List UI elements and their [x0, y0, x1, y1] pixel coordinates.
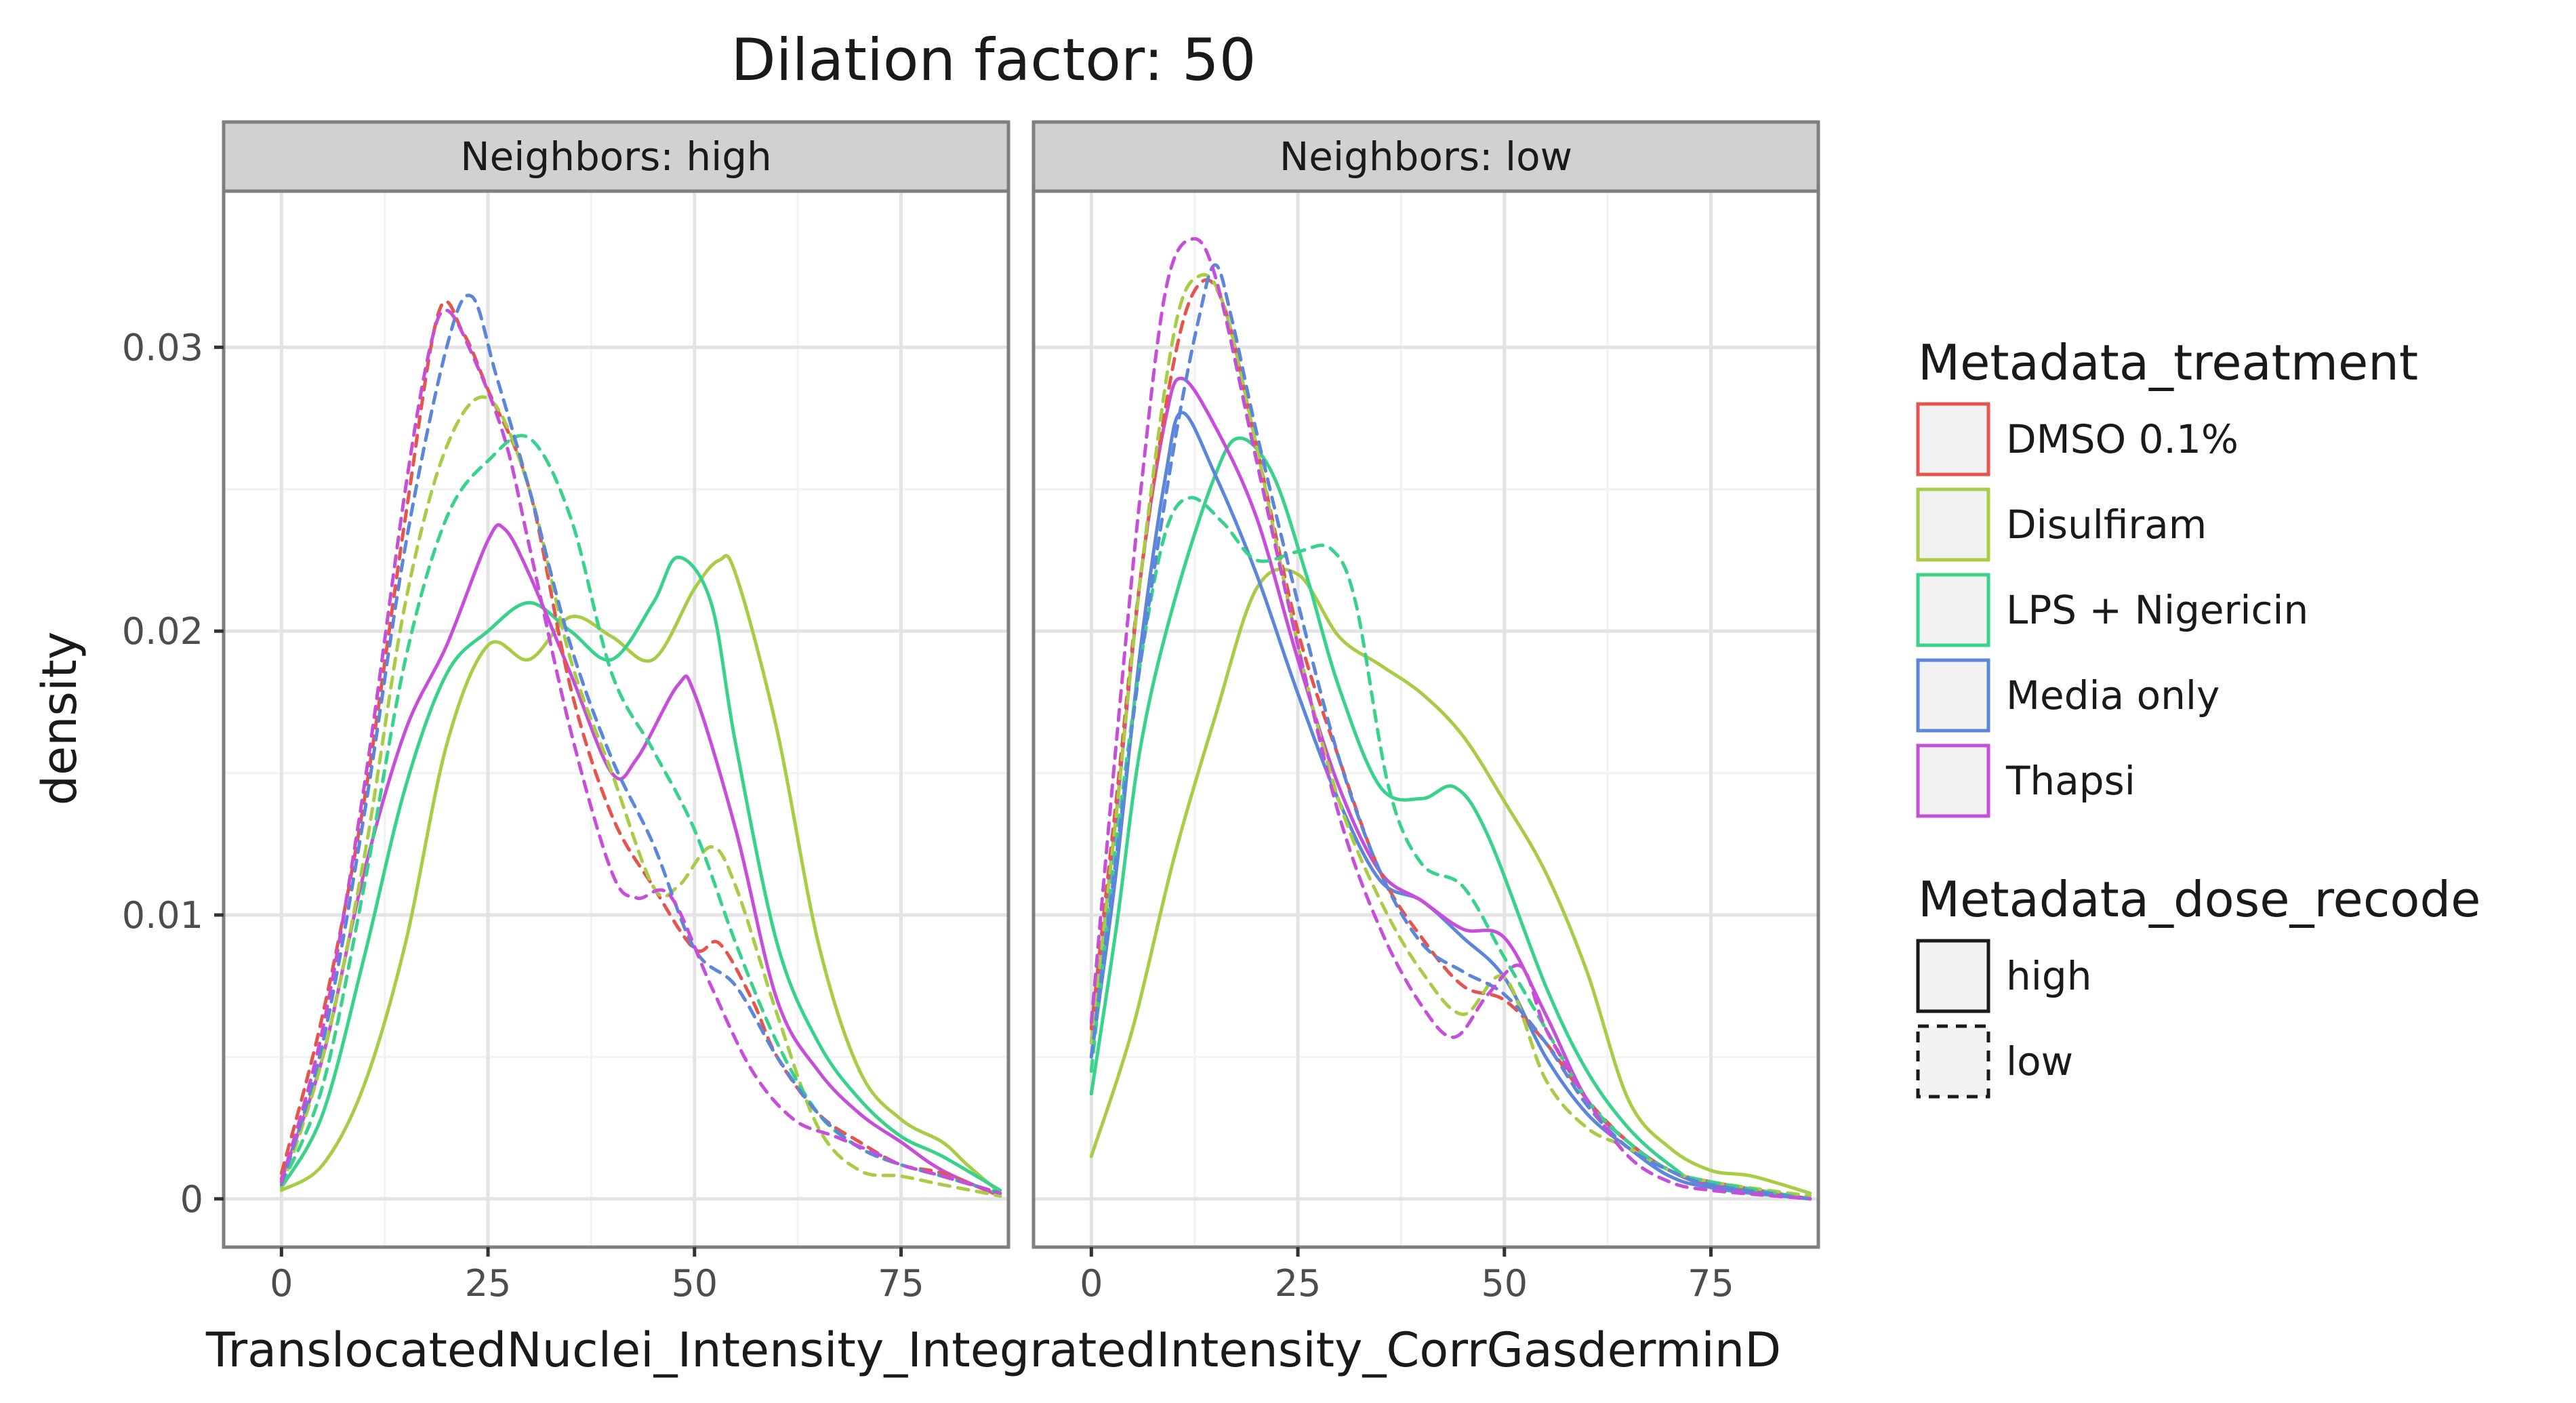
panel-neighbors-low: Neighbors: low 0 25 50 75 [1031, 120, 1820, 1305]
panel-neighbors-high: Neighbors: high 0 25 50 75 0 0.01 0.02 0.03 [122, 120, 1010, 1305]
x-tick-label: 50 [671, 1262, 718, 1305]
legend-key-thapsi [1916, 744, 1990, 818]
x-tick-label: 0 [270, 1262, 293, 1305]
facet-strip [222, 120, 1010, 193]
panel-border [222, 189, 1010, 1249]
legend-label: DMSO 0.1% [2006, 416, 2238, 462]
density-line-media-only-low [279, 293, 1002, 1195]
density-line-lps-nigericin-high [279, 555, 1002, 1192]
y-tick-label: 0.01 [122, 894, 203, 937]
y-tick-label: 0 [180, 1178, 203, 1221]
y-tick-label: 0.02 [122, 610, 203, 653]
x-tick-label: 25 [1275, 1262, 1322, 1305]
plot-background [224, 191, 1008, 1247]
x-axis: 0 25 50 75 [1080, 1247, 1734, 1305]
x-tick-label: 50 [1481, 1262, 1528, 1305]
x-tick-label: 0 [1080, 1262, 1103, 1305]
grid [1034, 191, 1818, 1247]
legend-key-low [1916, 1024, 1990, 1099]
legend-label: Thapsi [2005, 758, 2135, 804]
density-curves [1089, 237, 1812, 1201]
x-tick-label: 75 [1688, 1262, 1734, 1305]
legend-key-media-only [1916, 658, 1990, 733]
legend-item-low: low [1916, 1024, 2073, 1099]
legend-key-dmso-0-1 [1916, 402, 1990, 476]
density-line-thapsi-low [1089, 237, 1812, 1201]
y-axis-title: density [32, 632, 87, 806]
legend-label: low [2006, 1038, 2073, 1084]
x-tick-label: 75 [878, 1262, 924, 1305]
legend-key-high [1916, 939, 1990, 1013]
legend-key-lps-nigericin [1916, 573, 1990, 647]
legend-key-disulfiram [1916, 487, 1990, 562]
x-tick-label: 25 [465, 1262, 512, 1305]
density-line-disulfiram-high [1089, 567, 1812, 1195]
x-axis-title: TranslocatedNuclei_Intensity_IntegratedI… [205, 1322, 1781, 1378]
legend-item-dmso-0-1: DMSO 0.1% [1916, 402, 2238, 476]
legend-label: Disulfiram [2006, 502, 2207, 548]
facet-strip-label: Neighbors: low [1280, 134, 1572, 180]
density-line-disulfiram-low [279, 395, 1002, 1198]
facet-strip-label: Neighbors: high [460, 134, 772, 180]
panel-border [1031, 189, 1820, 1249]
density-line-disulfiram-high [279, 554, 1002, 1195]
chart-title: Dilation factor: 50 [731, 26, 1256, 94]
legend-item-high: high [1916, 939, 2091, 1013]
y-axis: 0 0.01 0.02 0.03 [122, 326, 224, 1221]
y-tick-label: 0.03 [122, 326, 203, 369]
legend-item-thapsi: Thapsi [1916, 744, 2135, 818]
density-line-lps-nigericin-high [1089, 436, 1812, 1201]
density-line-disulfiram-low [1089, 272, 1812, 1198]
legend-item-lps-nigericin: LPS + Nigericin [1916, 573, 2308, 647]
density-line-thapsi-low [279, 308, 1002, 1195]
legend-item-disulfiram: Disulfiram [1916, 487, 2207, 562]
density-line-media-only-high [1089, 411, 1812, 1201]
x-axis: 0 25 50 75 [270, 1247, 924, 1305]
legend-title-dose: Metadata_dose_recode [1918, 871, 2480, 928]
legend-item-media-only: Media only [1916, 658, 2220, 733]
legend-label: LPS + Nigericin [2006, 587, 2308, 633]
plot-background [1034, 191, 1818, 1247]
legend: Metadata_treatment DMSO 0.1% Disulfiram LPS… [1916, 334, 2480, 1099]
legend-label: Media only [2006, 672, 2220, 718]
axis-titles: TranslocatedNuclei_Intensity_IntegratedI… [32, 632, 1781, 1378]
legend-title-treatment: Metadata_treatment [1918, 334, 2418, 391]
grid [224, 191, 1008, 1247]
density-curves [279, 293, 1002, 1198]
legend-label: high [2006, 953, 2091, 999]
